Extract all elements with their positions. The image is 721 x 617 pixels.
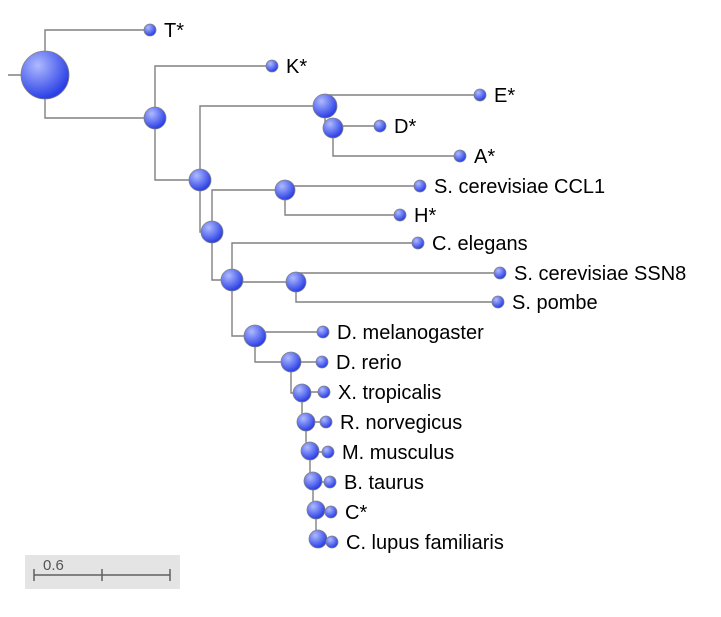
leaf-node <box>322 446 334 458</box>
leaf-node <box>474 89 486 101</box>
leaf-node <box>494 267 506 279</box>
leaf-label: X. tropicalis <box>338 382 441 404</box>
branch <box>232 243 418 280</box>
internal-node <box>281 352 301 372</box>
leaf-label: S. cerevisiae CCL1 <box>434 176 605 198</box>
leaf-node <box>326 536 338 548</box>
leaf-label: B. taurus <box>344 472 424 494</box>
internal-node <box>301 442 319 460</box>
internal-node <box>286 272 306 292</box>
branch <box>325 95 480 106</box>
leaf-label: K* <box>286 56 307 78</box>
leaf-node <box>316 356 328 368</box>
internal-node <box>304 472 322 490</box>
internal-node <box>244 325 266 347</box>
scale-bar-label: 0.6 <box>43 557 64 574</box>
internal-node <box>309 530 327 548</box>
leaf-label: S. pombe <box>512 292 598 314</box>
scale-bar: 0.6 <box>25 555 180 589</box>
leaf-label: C. lupus familiaris <box>346 532 504 554</box>
internal-node <box>201 221 223 243</box>
leaf-label: D* <box>394 116 416 138</box>
branch <box>296 273 500 282</box>
leaf-label: A* <box>474 146 495 168</box>
leaf-node <box>454 150 466 162</box>
leaf-label: D. rerio <box>336 352 402 374</box>
leaf-node <box>144 24 156 36</box>
branch <box>200 106 325 180</box>
internal-node <box>221 269 243 291</box>
leaf-node <box>320 416 332 428</box>
leaf-label: C. elegans <box>432 233 528 255</box>
branch <box>212 190 285 232</box>
branch <box>155 66 272 118</box>
leaf-label: M. musculus <box>342 442 454 464</box>
internal-node <box>313 94 337 118</box>
leaf-node <box>414 180 426 192</box>
branch <box>285 186 420 190</box>
leaf-label: C* <box>345 502 367 524</box>
leaf-label: S. cerevisiae SSN8 <box>514 263 686 285</box>
branches <box>8 30 500 542</box>
leaf-node <box>394 209 406 221</box>
leaf-node <box>266 60 278 72</box>
branch <box>296 282 498 302</box>
leaf-label: T* <box>164 20 184 42</box>
nodes <box>21 24 506 548</box>
leaf-node <box>324 476 336 488</box>
internal-node <box>275 180 295 200</box>
leaf-label: E* <box>494 85 515 107</box>
branch <box>155 118 200 180</box>
branch <box>285 190 400 215</box>
internal-node <box>297 413 315 431</box>
leaf-label: D. melanogaster <box>337 322 484 344</box>
internal-node <box>323 118 343 138</box>
internal-node <box>21 51 69 99</box>
leaf-node <box>317 326 329 338</box>
internal-node <box>307 501 325 519</box>
leaf-label: R. norvegicus <box>340 412 462 434</box>
leaf-label: H* <box>414 205 436 227</box>
leaf-labels: T* K* E* D* A* S. cerevisiae CCL1 H* C. elegans… <box>164 20 686 554</box>
leaf-node <box>318 386 330 398</box>
leaf-node <box>325 506 337 518</box>
internal-node <box>189 169 211 191</box>
phylogenetic-tree: 0.6 T* K* E* D* A* S. cerevisiae CCL1 H* C. eleg… <box>0 0 721 617</box>
internal-node <box>293 384 311 402</box>
leaf-node <box>374 120 386 132</box>
leaf-node <box>412 237 424 249</box>
internal-node <box>144 107 166 129</box>
leaf-node <box>492 296 504 308</box>
